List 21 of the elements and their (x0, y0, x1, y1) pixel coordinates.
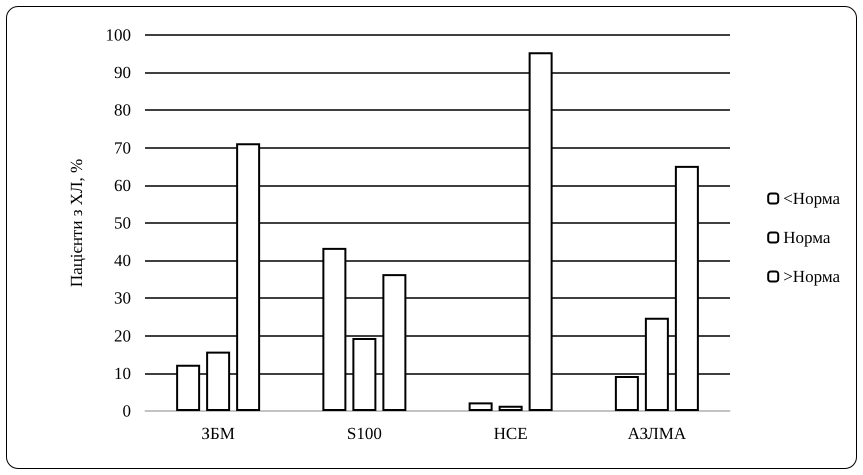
y-tick-label: 20 (114, 326, 131, 346)
bar (468, 402, 493, 411)
y-tick-label: 90 (114, 63, 131, 82)
y-tick-label: 50 (114, 214, 131, 232)
y-tick-label: 60 (114, 176, 131, 195)
y-axis-title: Пацієнти з ХЛ, % (67, 158, 86, 288)
x-tick-label: АЗЛМА (628, 424, 687, 443)
legend-label: >Норма (783, 267, 840, 286)
y-tick-label: 30 (114, 288, 131, 308)
x-tick-label: НСЕ (494, 424, 528, 443)
y-tick-label: 10 (114, 364, 131, 383)
x-tick-label: ЗБМ (201, 424, 235, 443)
legend-label: <Норма (783, 189, 840, 208)
y-tick-label: 100 (106, 26, 131, 44)
y-tick-label: 40 (114, 251, 131, 270)
y-tick-label: 0 (122, 402, 131, 420)
x-tick-label: S100 (346, 424, 382, 443)
y-tick-label: 80 (114, 100, 131, 120)
bar (498, 406, 523, 411)
legend-label: Норма (783, 228, 831, 247)
y-tick-label: 70 (114, 138, 131, 158)
